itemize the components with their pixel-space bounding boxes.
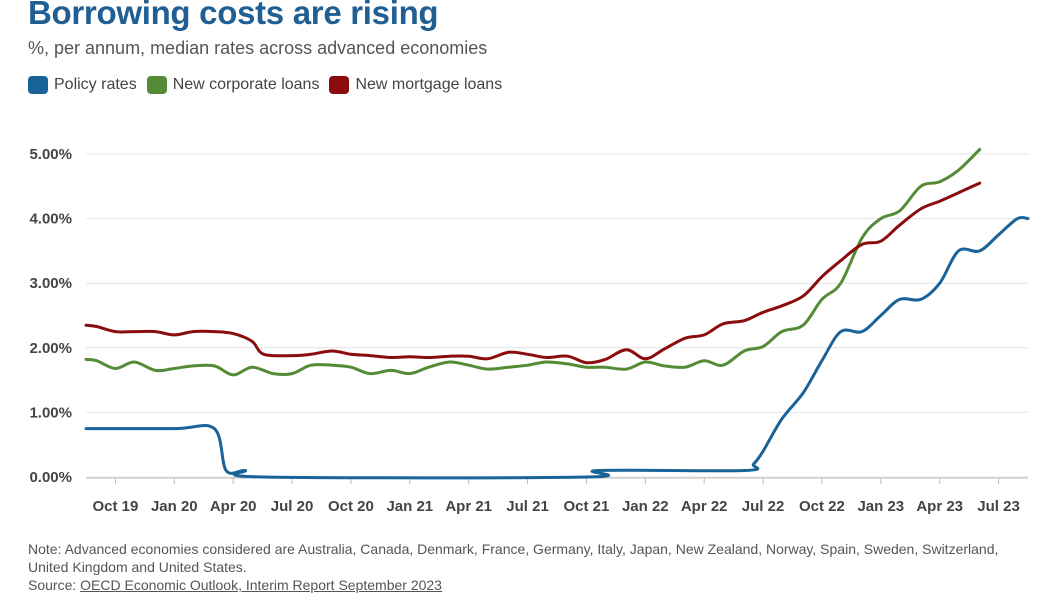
y-tick-label: 1.00% — [29, 404, 72, 421]
y-tick-label: 2.00% — [29, 340, 72, 357]
x-tick-label: Jan 20 — [151, 498, 198, 515]
source-line: Source: OECD Economic Outlook, Interim R… — [28, 576, 1038, 594]
x-tick-label: Oct 21 — [564, 498, 610, 515]
x-tick-label: Apr 23 — [916, 498, 963, 515]
note-text: Note: Advanced economies considered are … — [28, 541, 999, 575]
legend-item-new-mortgage-loans[interactable]: New mortgage loans — [329, 76, 502, 94]
source-label: Source: — [28, 577, 81, 593]
line-chart: 0.00% 1.00% 2.00% 3.00% 4.00% 5.00% Oct 19 Jan … — [29, 146, 1030, 515]
legend-item-policy-rates[interactable]: Policy rates — [28, 76, 137, 94]
legend-item-new-corporate-loans[interactable]: New corporate loans — [146, 76, 320, 94]
x-tick-label: Jan 22 — [622, 498, 669, 515]
chart-note: Note: Advanced economies considered are … — [28, 540, 1038, 594]
legend-label-new-corporate-loans: New corporate loans — [172, 76, 320, 93]
legend: Policy rates New corporate loans New mor… — [28, 76, 512, 94]
y-tick-label: 4.00% — [29, 211, 72, 228]
x-tick-label: Jul 20 — [271, 498, 314, 515]
x-tick-label: Oct 20 — [328, 498, 374, 515]
x-tick-label: Jul 23 — [977, 498, 1020, 515]
source-link[interactable]: OECD Economic Outlook, Interim Report Se… — [80, 577, 442, 593]
y-tick-label: 5.00% — [29, 146, 72, 163]
x-tick-label: Apr 22 — [681, 498, 728, 515]
x-tick-label: Apr 20 — [210, 498, 257, 515]
series-line-new-corporate-loans — [84, 148, 982, 377]
y-tick-label: 0.00% — [29, 469, 72, 486]
series-line-policy-rates — [84, 215, 1030, 480]
legend-swatch-policy-rates — [28, 76, 48, 94]
chart-subtitle: %, per annum, median rates across advanc… — [28, 38, 488, 58]
legend-label-policy-rates: Policy rates — [54, 76, 137, 93]
y-tick-label: 3.00% — [29, 275, 72, 292]
legend-swatch-new-corporate-loans — [146, 76, 167, 94]
legend-label-new-mortgage-loans: New mortgage loans — [355, 76, 503, 93]
x-tick-label: Jul 21 — [506, 498, 549, 515]
chart-title: Borrowing costs are rising — [28, 0, 439, 31]
series-line-new-mortgage-loans — [84, 181, 982, 365]
x-tick-label: Jan 23 — [857, 498, 904, 515]
x-tick-label: Jul 22 — [742, 498, 785, 515]
x-tick-label: Oct 22 — [799, 498, 845, 515]
x-tick-label: Jan 21 — [386, 498, 433, 515]
legend-swatch-new-mortgage-loans — [329, 76, 350, 94]
x-tick-label: Apr 21 — [445, 498, 492, 515]
x-tick-label: Oct 19 — [93, 498, 139, 515]
